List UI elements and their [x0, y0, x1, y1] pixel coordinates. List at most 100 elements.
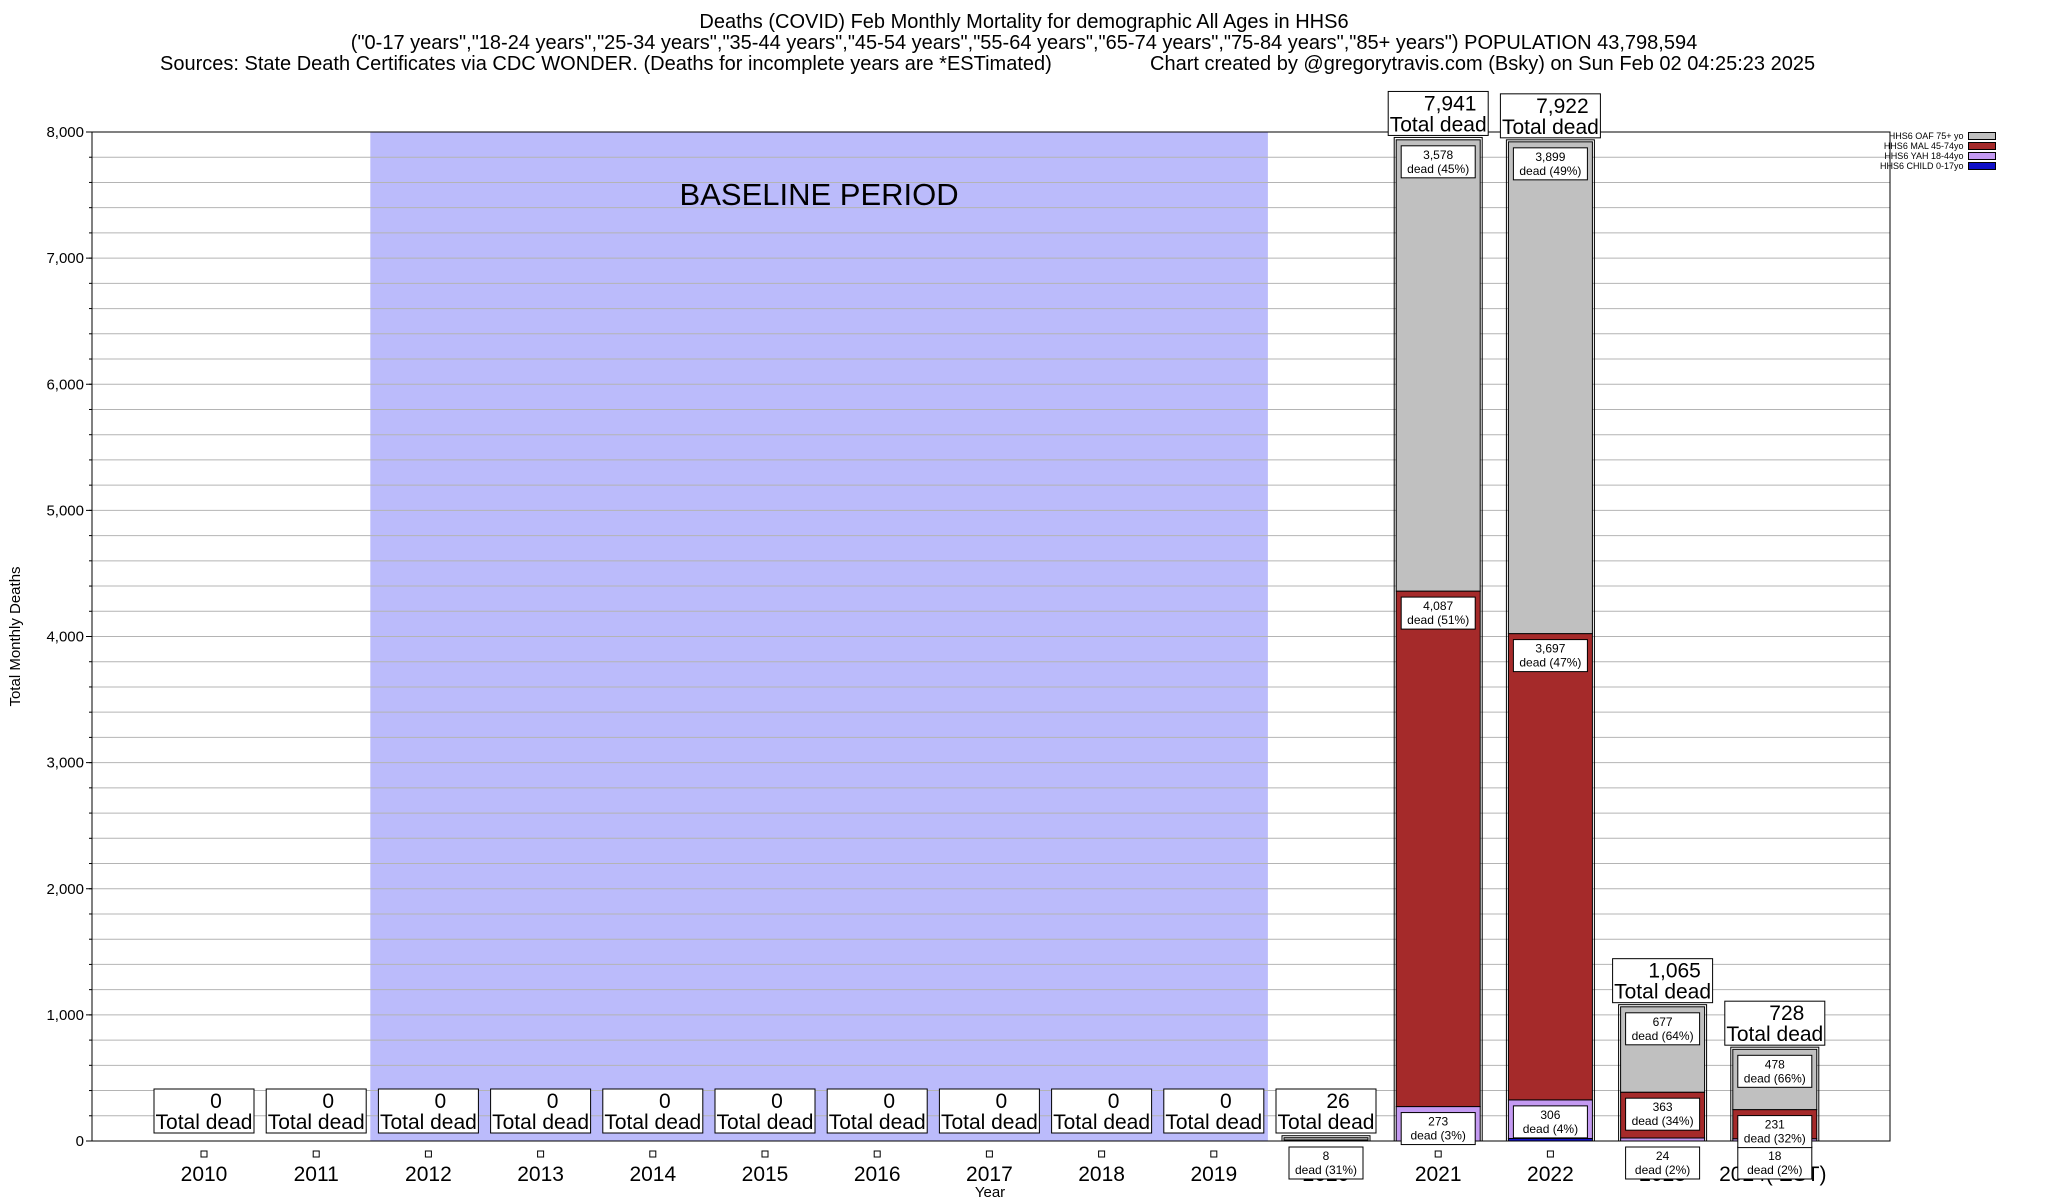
total-label: Total dead [941, 1111, 1038, 1134]
segment-share: dead (2%) [1747, 1163, 1802, 1177]
y-tick-label: 1,000 [46, 1007, 84, 1024]
total-box [602, 1088, 704, 1134]
segment-value: 3,578 [1423, 148, 1453, 162]
y-tick-label: 0 [76, 1133, 84, 1150]
x-tick-label: 2019 [1190, 1163, 1237, 1186]
chart-subtitle: ("0-17 years","18-24 years","25-34 years… [350, 32, 1698, 54]
chart-title: Deaths (COVID) Feb Monthly Mortality for… [699, 11, 1349, 33]
x-tick-label: 2014 [629, 1163, 676, 1186]
total-label: Total dead [717, 1111, 814, 1134]
y-tick-label: 8,000 [46, 124, 84, 141]
segment-label-box [1737, 1115, 1813, 1149]
segment-value: 363 [1653, 1100, 1673, 1114]
x-tick-label: 2022 [1527, 1163, 1574, 1186]
x-tick-label: 2021 [1415, 1163, 1462, 1186]
total-value: 0 [210, 1090, 222, 1113]
total-label: Total dead [1390, 113, 1487, 136]
segment-value: 3,697 [1535, 642, 1565, 656]
x-tick-label: 2010 [181, 1163, 228, 1186]
bar-segment [1507, 141, 1593, 635]
x-tick-label: 2011 [294, 1163, 339, 1186]
bar-segment [1283, 1137, 1369, 1141]
segment-value: 18 [1768, 1149, 1782, 1163]
total-label: Total dead [1614, 981, 1711, 1004]
total-value: 728 [1769, 1002, 1804, 1025]
total-label: Total dead [1278, 1111, 1375, 1134]
segment-share: dead (4%) [1523, 1122, 1578, 1136]
bar-marker [1210, 1150, 1218, 1158]
segment-share: dead (2%) [1635, 1163, 1690, 1177]
x-tick-label: 2012 [405, 1163, 452, 1186]
total-value: 7,941 [1424, 92, 1477, 115]
segment-value: 273 [1428, 1115, 1448, 1129]
total-value: 0 [435, 1090, 447, 1113]
total-value: 26 [1326, 1090, 1349, 1113]
total-value: 0 [1108, 1090, 1120, 1113]
segment-share: dead (66%) [1744, 1071, 1806, 1085]
y-axis-label: Total Monthly Deaths [7, 566, 24, 706]
total-value: 1,065 [1648, 960, 1701, 983]
legend-swatch [1967, 162, 1996, 170]
segment-label-box [1625, 1097, 1701, 1131]
segment-label-box [1288, 1146, 1364, 1180]
y-tick-label: 3,000 [46, 755, 84, 772]
y-tick-label: 5,000 [46, 502, 84, 519]
total-box [1499, 93, 1601, 139]
segment-label-box [1400, 145, 1476, 179]
total-label: Total dead [492, 1111, 589, 1134]
y-tick-label: 7,000 [46, 250, 84, 267]
total-label: Total dead [604, 1111, 701, 1134]
segment-share: dead (3%) [1411, 1129, 1466, 1143]
total-value: 7,922 [1536, 95, 1589, 118]
segment-share: dead (64%) [1632, 1029, 1694, 1043]
total-label: Total dead [1726, 1023, 1823, 1046]
bar-marker [200, 1150, 208, 1158]
y-tick-label: 2,000 [46, 881, 84, 898]
segment-label-box [1625, 1012, 1701, 1046]
x-tick-label: 2016 [854, 1163, 901, 1186]
total-value: 0 [883, 1090, 895, 1113]
segment-value: 24 [1656, 1149, 1670, 1163]
chart-source-line: Sources: State Death Certificates via CD… [0, 54, 2048, 75]
total-label: Total dead [829, 1111, 926, 1134]
segment-label-box [1625, 1146, 1701, 1180]
total-box [1051, 1088, 1153, 1134]
chart-credit: Chart created by @gregorytravis.com (Bsk… [1150, 53, 1816, 75]
total-label: Total dead [1502, 116, 1599, 139]
segment-label-box [1400, 596, 1476, 630]
bar-marker [873, 1150, 881, 1158]
total-box [377, 1088, 479, 1134]
total-value: 0 [996, 1090, 1008, 1113]
segment-value: 3,899 [1535, 150, 1565, 164]
segment-label-box [1512, 1105, 1588, 1139]
total-value: 0 [547, 1090, 559, 1113]
bar-outline [1281, 1135, 1371, 1142]
x-axis-label: Year [975, 1184, 1005, 1200]
segment-label-box [1512, 639, 1588, 673]
segment-value: 8 [1323, 1149, 1330, 1163]
total-value: 0 [771, 1090, 783, 1113]
segment-value: 478 [1765, 1057, 1785, 1071]
y-tick-label: 4,000 [46, 629, 84, 646]
segment-label-box [1737, 1054, 1813, 1088]
bar-marker [537, 1150, 545, 1158]
bar-marker [985, 1150, 993, 1158]
x-tick-label: 2018 [1078, 1163, 1125, 1186]
segment-share: dead (49%) [1519, 164, 1581, 178]
bar-segment [1395, 590, 1481, 1108]
bar-marker [1434, 1150, 1442, 1158]
total-box [265, 1088, 367, 1134]
legend-label: HHS6 OAF 75+ yo [1888, 131, 1964, 141]
total-label: Total dead [1053, 1111, 1150, 1134]
bar-marker [424, 1150, 432, 1158]
total-box [938, 1088, 1040, 1134]
bar-marker [761, 1150, 769, 1158]
segment-label-box [1512, 147, 1588, 181]
legend-label: HHS6 CHILD 0-17yo [1880, 161, 1964, 171]
legend-swatch [1967, 132, 1996, 140]
legend-label: HHS6 MAL 45-74yo [1883, 141, 1964, 151]
segment-share: dead (47%) [1519, 656, 1581, 670]
total-box [714, 1088, 816, 1134]
total-value: 0 [659, 1090, 671, 1113]
chart-sources: Sources: State Death Certificates via CD… [160, 53, 1052, 75]
